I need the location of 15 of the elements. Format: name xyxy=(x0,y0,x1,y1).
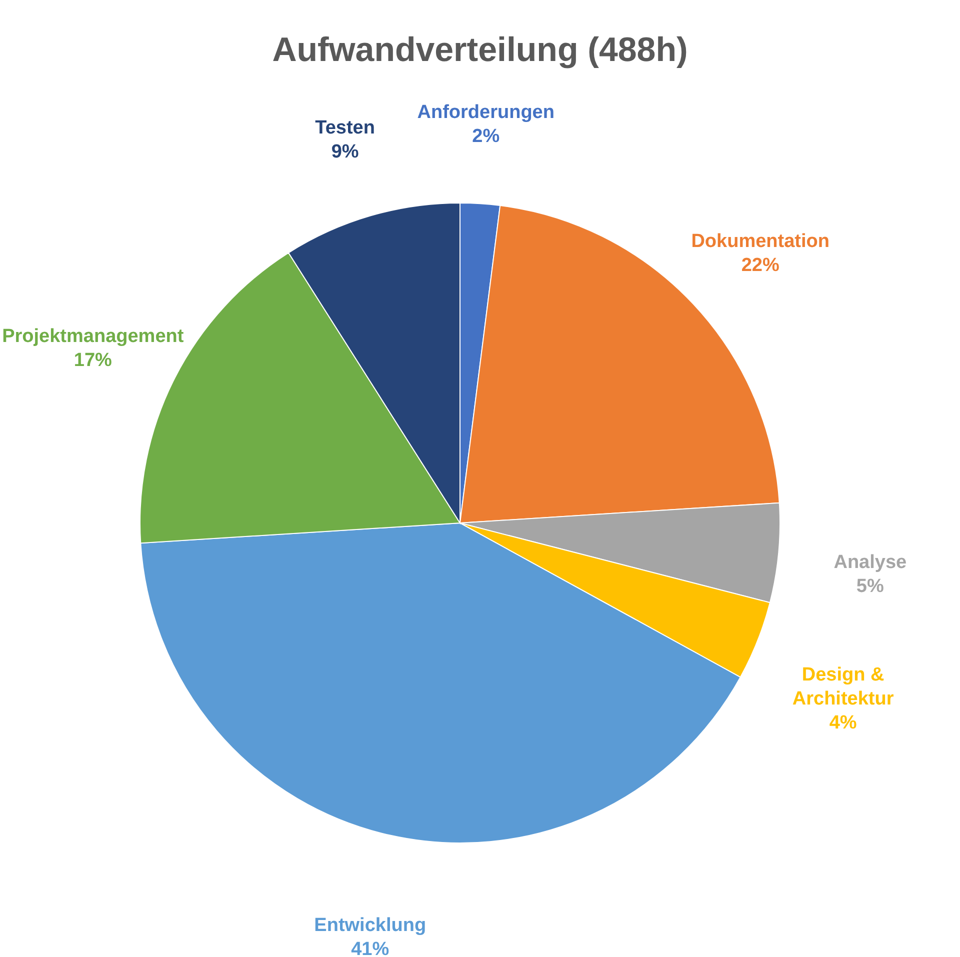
data-label: 9% xyxy=(331,141,359,162)
data-label: 17% xyxy=(74,350,112,371)
chart-title: Aufwandverteilung (488h) xyxy=(272,31,688,69)
data-label: 22% xyxy=(741,254,780,276)
slice-label: Analyse xyxy=(834,552,907,573)
data-label: 2% xyxy=(472,126,500,147)
slice-label: Anforderungen xyxy=(417,102,554,123)
data-label: 41% xyxy=(351,939,390,957)
slice-label: Design & Architektur xyxy=(792,664,894,710)
slice-label: Dokumentation xyxy=(691,230,830,252)
data-label: 5% xyxy=(856,576,884,597)
slice-label: Entwicklung xyxy=(314,915,426,936)
slice-label: Testen xyxy=(315,117,375,138)
data-label: 4% xyxy=(829,712,857,734)
slice-label: Projektmanagement xyxy=(2,326,184,347)
